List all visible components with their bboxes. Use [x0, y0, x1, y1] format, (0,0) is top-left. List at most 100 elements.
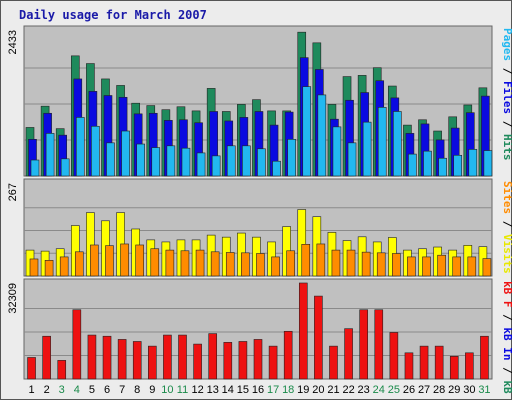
- bar-pages-day-25: [393, 111, 402, 177]
- bar-kb-f-day-31: [480, 335, 489, 380]
- series-label-part: Sites: [501, 181, 512, 214]
- x-tick-label-23: 23: [358, 384, 370, 396]
- x-tick-label-29: 29: [448, 384, 460, 396]
- series-label-part: Visits: [501, 234, 512, 274]
- bar-kb-f-day-11: [178, 334, 187, 380]
- bar-kb-f-day-16: [253, 339, 263, 380]
- series-label-kb: kB F / kB In / kB Out: [501, 281, 512, 400]
- bar-pages-day-21: [332, 126, 342, 177]
- bar-pages-day-11: [181, 147, 191, 177]
- series-label-part: Files: [501, 81, 512, 114]
- bar-kb-f-day-30: [465, 352, 474, 380]
- bar-kb-f-day-26: [404, 352, 414, 380]
- series-label-hits-files-pages: Pages / Files / Hits: [501, 28, 512, 161]
- bar-kb-f-day-8: [132, 341, 142, 380]
- bar-kb-f-day-23: [359, 309, 368, 380]
- x-tick-label-28: 28: [433, 384, 445, 396]
- bar-sites-day-9: [150, 248, 160, 277]
- x-tick-label-11: 11: [177, 384, 188, 396]
- bar-pages-day-5: [91, 125, 100, 177]
- bar-pages-day-3: [60, 158, 70, 177]
- bar-kb-f-day-3: [57, 360, 67, 380]
- bar-pages-day-13: [211, 155, 221, 177]
- bar-sites-day-20: [316, 243, 326, 277]
- x-tick-label-13: 13: [207, 384, 219, 396]
- bar-sites-day-6: [105, 245, 114, 277]
- bar-kb-f-day-9: [148, 345, 157, 380]
- x-tick-label-10: 10: [161, 384, 173, 396]
- bar-sites-day-4: [74, 251, 84, 277]
- bar-kb-f-day-10: [163, 334, 172, 380]
- bar-kb-f-day-2: [42, 335, 51, 380]
- x-tick-label-1: 1: [28, 384, 34, 396]
- bar-pages-day-24: [377, 107, 387, 177]
- bar-pages-day-28: [438, 157, 447, 177]
- x-tick-label-14: 14: [222, 384, 234, 396]
- bar-sites-day-7: [120, 243, 129, 277]
- series-label-visits-sites: Sites / Visits: [501, 181, 512, 274]
- bar-pages-day-19: [302, 86, 312, 177]
- bar-sites-day-23: [361, 251, 371, 277]
- bar-kb-f-day-28: [434, 345, 444, 380]
- bar-pages-day-7: [121, 130, 130, 177]
- x-tick-label-3: 3: [59, 384, 65, 396]
- bar-pages-day-18: [287, 139, 296, 177]
- chart-title: Daily usage for March 2007: [19, 8, 207, 22]
- bar-sites-day-26: [407, 256, 416, 277]
- series-label-part: Hits: [501, 134, 512, 161]
- bar-kb-f-day-7: [117, 339, 127, 380]
- series-label-part: kB In: [501, 327, 512, 360]
- bar-kb-f-day-4: [72, 309, 82, 380]
- x-tick-label-31: 31: [478, 384, 490, 396]
- bar-pages-day-1: [30, 159, 40, 177]
- bar-pages-day-10: [166, 145, 176, 177]
- x-tick-label-12: 12: [191, 384, 203, 396]
- bar-sites-day-30: [467, 256, 477, 277]
- x-tick-label-19: 19: [297, 384, 309, 396]
- bar-kb-f-day-27: [419, 345, 429, 380]
- bar-sites-day-24: [376, 252, 386, 277]
- bar-pages-day-20: [317, 94, 327, 177]
- x-tick-label-17: 17: [267, 384, 279, 396]
- bar-sites-day-5: [90, 244, 99, 277]
- bar-pages-day-15: [242, 145, 251, 177]
- bar-pages-day-12: [196, 152, 206, 177]
- x-tick-label-20: 20: [312, 384, 324, 396]
- series-label-part: kB F: [501, 281, 512, 308]
- bar-pages-day-4: [75, 117, 85, 177]
- bar-pages-day-22: [347, 142, 357, 177]
- x-tick-label-26: 26: [403, 384, 415, 396]
- x-tick-label-2: 2: [44, 384, 50, 396]
- bar-sites-day-16: [256, 253, 265, 277]
- series-label-part: /: [501, 61, 512, 81]
- bar-sites-day-21: [331, 249, 341, 277]
- x-tick-label-22: 22: [342, 384, 354, 396]
- bar-pages-day-27: [423, 150, 432, 177]
- bar-pages-day-2: [45, 133, 55, 177]
- bar-kb-f-day-1: [27, 357, 36, 380]
- x-tick-label-30: 30: [463, 384, 475, 396]
- bar-sites-day-31: [482, 258, 492, 277]
- bar-sites-day-15: [241, 252, 250, 277]
- x-tick-label-18: 18: [282, 384, 294, 396]
- bar-sites-day-8: [135, 244, 144, 277]
- x-tick-label-25: 25: [388, 384, 400, 396]
- ymax-label-kb: 32309: [7, 283, 19, 314]
- bar-pages-day-23: [362, 121, 372, 177]
- bar-sites-day-11: [180, 250, 190, 277]
- ymax-label-hits-files-pages: 2433: [7, 30, 19, 54]
- bar-pages-day-30: [468, 149, 478, 177]
- x-tick-label-24: 24: [373, 384, 385, 396]
- bar-sites-day-12: [195, 249, 205, 277]
- bar-kb-f-day-12: [193, 343, 202, 380]
- x-tick-label-9: 9: [149, 384, 155, 396]
- bar-sites-day-13: [210, 251, 220, 277]
- bar-sites-day-1: [29, 258, 39, 277]
- x-tick-label-15: 15: [237, 384, 249, 396]
- bar-sites-day-28: [437, 254, 446, 277]
- bar-kb-f-day-5: [87, 334, 97, 380]
- bar-pages-day-17: [272, 160, 281, 177]
- bar-pages-day-16: [257, 148, 266, 177]
